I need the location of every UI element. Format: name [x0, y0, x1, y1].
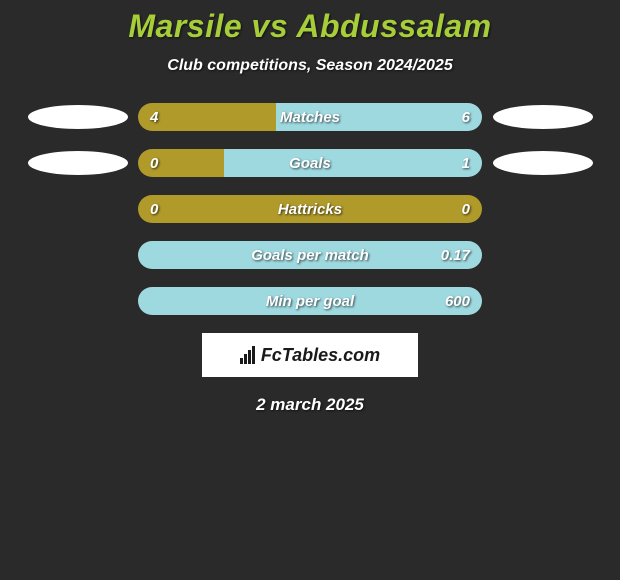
bar-chart-icon	[240, 346, 255, 364]
stat-label: Goals per match	[138, 241, 482, 269]
right-marker-slot	[490, 240, 595, 270]
left-marker-slot	[25, 194, 130, 224]
logo: FcTables.com	[240, 345, 380, 366]
left-marker-slot	[25, 240, 130, 270]
stat-bar: 00Hattricks	[138, 195, 482, 223]
comparison-infographic: Marsile vs Abdussalam Club competitions,…	[0, 0, 620, 415]
stat-bar: 600Min per goal	[138, 287, 482, 315]
player-ellipse-left	[28, 151, 128, 175]
left-marker-slot	[25, 102, 130, 132]
stat-label: Goals	[138, 149, 482, 177]
logo-text: FcTables.com	[261, 345, 380, 366]
right-marker-slot	[490, 102, 595, 132]
stat-row: 46Matches	[0, 103, 620, 131]
stat-bar: 01Goals	[138, 149, 482, 177]
stat-row: 600Min per goal	[0, 287, 620, 315]
right-marker-slot	[490, 148, 595, 178]
date-text: 2 march 2025	[0, 395, 620, 415]
page-title: Marsile vs Abdussalam	[0, 8, 620, 45]
right-marker-slot	[490, 286, 595, 316]
left-marker-slot	[25, 286, 130, 316]
stat-rows: 46Matches 01Goals 00Hattricks 0.17Goals per…	[0, 103, 620, 315]
stat-bar: 46Matches	[138, 103, 482, 131]
stat-row: 00Hattricks	[0, 195, 620, 223]
player-ellipse-left	[28, 105, 128, 129]
left-marker-slot	[25, 148, 130, 178]
player-ellipse-right	[493, 105, 593, 129]
logo-box: FcTables.com	[202, 333, 418, 377]
stat-row: 01Goals	[0, 149, 620, 177]
stat-bar: 0.17Goals per match	[138, 241, 482, 269]
stat-label: Matches	[138, 103, 482, 131]
stat-label: Min per goal	[138, 287, 482, 315]
player-ellipse-right	[493, 151, 593, 175]
subtitle: Club competitions, Season 2024/2025	[0, 57, 620, 75]
stat-row: 0.17Goals per match	[0, 241, 620, 269]
right-marker-slot	[490, 194, 595, 224]
stat-label: Hattricks	[138, 195, 482, 223]
